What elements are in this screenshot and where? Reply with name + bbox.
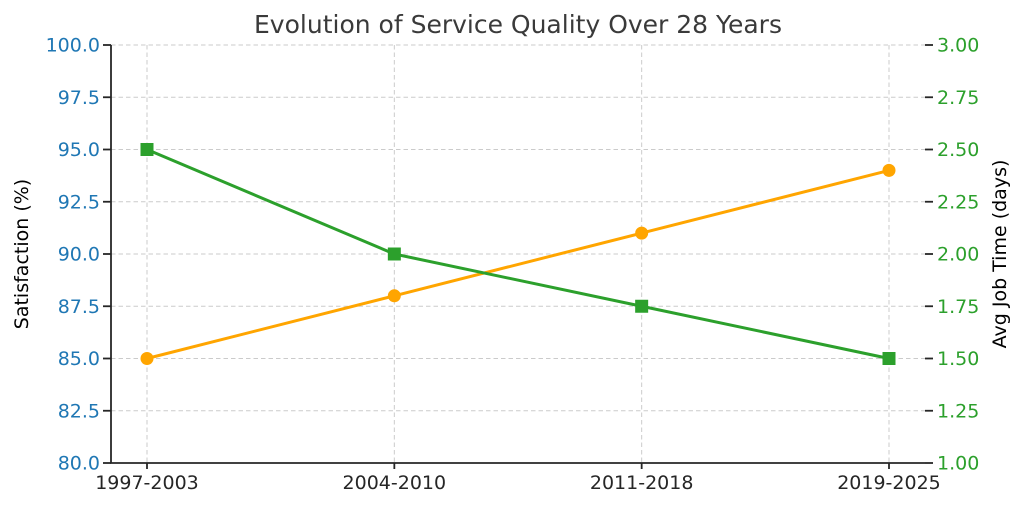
left-tick-label: 97.5 xyxy=(58,87,100,109)
data-point-marker xyxy=(387,247,401,261)
series-line-satisfaction xyxy=(146,168,890,360)
data-point-marker xyxy=(387,289,401,303)
right-tick-label: 1.50 xyxy=(937,348,979,370)
series-line-avg-job-time xyxy=(146,148,890,360)
right-tick-label: 3.00 xyxy=(937,35,979,57)
x-tick-label: 2011-2018 xyxy=(590,472,694,494)
data-point-marker xyxy=(635,299,649,313)
chart-title: Evolution of Service Quality Over 28 Yea… xyxy=(254,10,782,39)
right-tick-label: 1.75 xyxy=(937,296,979,318)
left-tick-label: 80.0 xyxy=(58,453,100,475)
data-point-marker xyxy=(140,352,154,365)
left-tick-label: 85.0 xyxy=(58,348,100,370)
right-tick-label: 2.00 xyxy=(937,244,979,266)
right-tick-label: 2.50 xyxy=(937,139,979,161)
right-tick-label: 1.00 xyxy=(937,453,979,475)
left-tick-label: 82.5 xyxy=(58,400,100,422)
right-tick-label: 2.25 xyxy=(937,191,979,213)
right-tick-label: 1.25 xyxy=(937,400,979,422)
right-tick-label: 2.75 xyxy=(937,87,979,109)
x-tick-label: 1997-2003 xyxy=(95,472,199,494)
left-tick-label: 95.0 xyxy=(58,139,100,161)
data-point-marker xyxy=(882,352,896,365)
data-point-marker xyxy=(140,143,154,156)
x-tick-label: 2019-2025 xyxy=(837,472,941,494)
data-point-marker xyxy=(635,226,649,240)
left-tick-label: 100.0 xyxy=(46,35,100,57)
left-tick-label: 92.5 xyxy=(58,191,100,213)
x-tick-label: 2004-2010 xyxy=(343,472,447,494)
left-tick-label: 90.0 xyxy=(58,244,100,266)
data-point-marker xyxy=(882,163,896,177)
left-tick-label: 87.5 xyxy=(58,296,100,318)
